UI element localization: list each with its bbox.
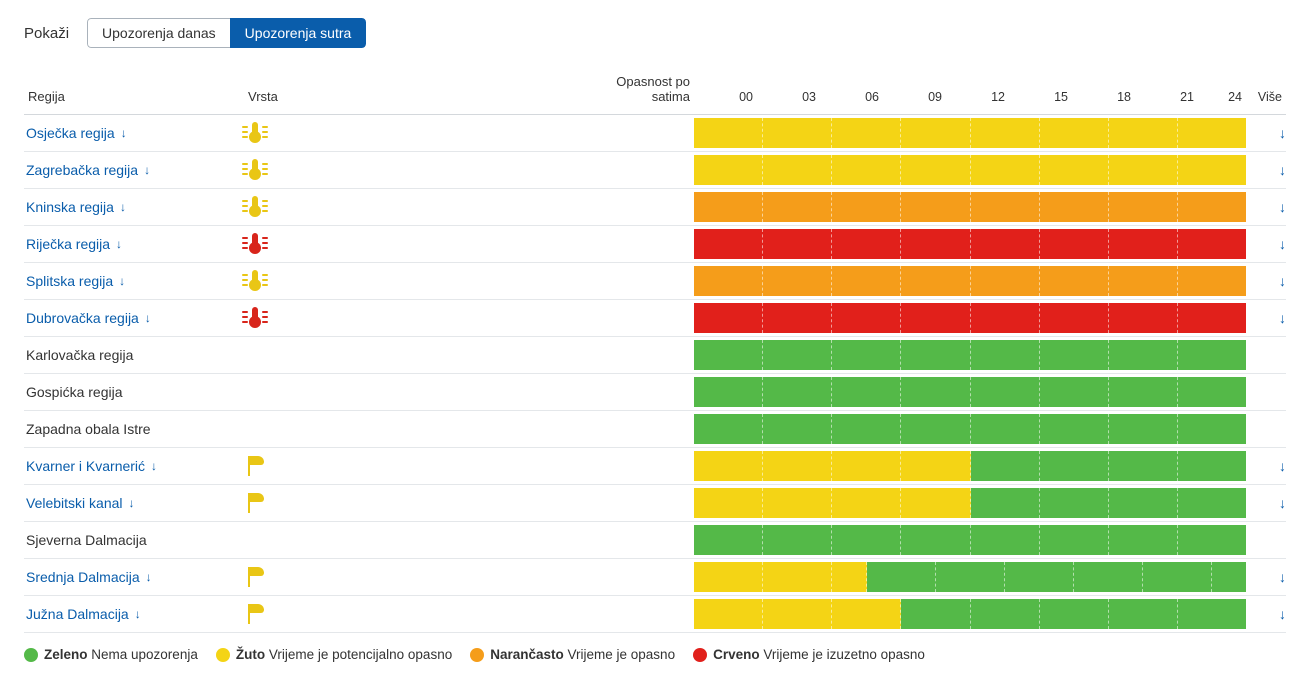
region-name[interactable]: Kvarner i Kvarnerić — [26, 458, 145, 474]
hour-bar — [694, 192, 1246, 222]
expand-icon[interactable]: ↓ — [146, 570, 152, 584]
more-arrow-icon[interactable]: ↓ — [1279, 310, 1286, 326]
region-name[interactable]: Velebitski kanal — [26, 495, 123, 511]
region-name[interactable]: Riječka regija — [26, 236, 110, 252]
region-name: Gospićka regija — [26, 384, 123, 400]
expand-icon[interactable]: ↓ — [144, 163, 150, 177]
more-arrow-icon[interactable]: ↓ — [1279, 199, 1286, 215]
region-name[interactable]: Zagrebačka regija — [26, 162, 138, 178]
hour-bar — [694, 414, 1246, 444]
wind-flag-icon — [244, 566, 266, 588]
more-arrow-icon[interactable]: ↓ — [1279, 125, 1286, 141]
wind-flag-icon — [244, 492, 266, 514]
legend-dot — [470, 648, 484, 662]
table-row: Sjeverna Dalmacija — [24, 522, 1286, 559]
table-row: Osječka regija ↓ ↓ — [24, 115, 1286, 152]
more-arrow-icon[interactable]: ↓ — [1279, 606, 1286, 622]
table-row: Riječka regija ↓ ↓ — [24, 226, 1286, 263]
expand-icon[interactable]: ↓ — [116, 237, 122, 251]
expand-icon[interactable]: ↓ — [151, 459, 157, 473]
thermometer-icon — [244, 196, 266, 218]
tab-group: Upozorenja danas Upozorenja sutra — [87, 18, 366, 48]
hour-bar — [694, 451, 1246, 481]
hour-bar — [694, 377, 1246, 407]
header-hour: 15 — [1009, 66, 1072, 115]
thermometer-icon — [244, 159, 266, 181]
more-arrow-icon[interactable]: ↓ — [1279, 458, 1286, 474]
region-name[interactable]: Splitska regija — [26, 273, 113, 289]
hour-bar — [694, 488, 1246, 518]
header-type: Vrsta — [244, 66, 574, 115]
wind-flag-icon — [244, 603, 266, 625]
region-name[interactable]: Kninska regija — [26, 199, 114, 215]
table-row: Zagrebačka regija ↓ ↓ — [24, 152, 1286, 189]
more-arrow-icon[interactable]: ↓ — [1279, 569, 1286, 585]
expand-icon[interactable]: ↓ — [135, 607, 141, 621]
tab-warnings-today[interactable]: Upozorenja danas — [87, 18, 231, 48]
region-name: Karlovačka regija — [26, 347, 133, 363]
hour-bar — [694, 118, 1246, 148]
more-arrow-icon[interactable]: ↓ — [1279, 273, 1286, 289]
header-hour: 03 — [757, 66, 820, 115]
hour-bar — [694, 525, 1246, 555]
expand-icon[interactable]: ↓ — [145, 311, 151, 325]
expand-icon[interactable]: ↓ — [119, 274, 125, 288]
more-arrow-icon[interactable]: ↓ — [1279, 162, 1286, 178]
header-hour: 21 — [1135, 66, 1198, 115]
thermometer-icon — [244, 122, 266, 144]
table-row: Dubrovačka regija ↓ ↓ — [24, 300, 1286, 337]
hour-bar — [694, 562, 1246, 592]
table-row: Južna Dalmacija ↓ ↓ — [24, 596, 1286, 633]
header-hour: 12 — [946, 66, 1009, 115]
hour-bar — [694, 303, 1246, 333]
more-arrow-icon[interactable]: ↓ — [1279, 236, 1286, 252]
hour-bar — [694, 155, 1246, 185]
header-hour: 09 — [883, 66, 946, 115]
table-row: Velebitski kanal ↓ ↓ — [24, 485, 1286, 522]
hour-bar — [694, 599, 1246, 629]
region-name[interactable]: Srednja Dalmacija — [26, 569, 140, 585]
legend-dot — [24, 648, 38, 662]
region-name: Zapadna obala Istre — [26, 421, 151, 437]
more-arrow-icon[interactable]: ↓ — [1279, 495, 1286, 511]
legend-dot — [693, 648, 707, 662]
table-row: Srednja Dalmacija ↓ ↓ — [24, 559, 1286, 596]
table-row: Zapadna obala Istre — [24, 411, 1286, 448]
tab-warnings-tomorrow[interactable]: Upozorenja sutra — [230, 18, 367, 48]
thermometer-icon — [244, 307, 266, 329]
header-hour: 18 — [1072, 66, 1135, 115]
table-row: Splitska regija ↓ ↓ — [24, 263, 1286, 300]
region-name[interactable]: Južna Dalmacija — [26, 606, 129, 622]
hour-bar — [694, 266, 1246, 296]
hour-bar — [694, 229, 1246, 259]
region-name: Sjeverna Dalmacija — [26, 532, 147, 548]
header-danger: Opasnost po satima — [574, 66, 694, 115]
region-name[interactable]: Dubrovačka regija — [26, 310, 139, 326]
header-more: Više — [1246, 66, 1286, 115]
view-toggle-bar: Pokaži Upozorenja danas Upozorenja sutra — [24, 18, 1281, 48]
header-hour: 00 — [694, 66, 757, 115]
expand-icon[interactable]: ↓ — [129, 496, 135, 510]
thermometer-icon — [244, 233, 266, 255]
table-row: Kvarner i Kvarnerić ↓ ↓ — [24, 448, 1286, 485]
expand-icon[interactable]: ↓ — [120, 200, 126, 214]
wind-flag-icon — [244, 455, 266, 477]
hour-bar — [694, 340, 1246, 370]
table-row: Karlovačka regija — [24, 337, 1286, 374]
warnings-table: Regija Vrsta Opasnost po satima 00 03 06… — [24, 66, 1286, 633]
header-region: Regija — [24, 66, 244, 115]
header-hour: 24 — [1198, 66, 1246, 115]
table-row: Gospićka regija — [24, 374, 1286, 411]
header-hour: 06 — [820, 66, 883, 115]
table-row: Kninska regija ↓ ↓ — [24, 189, 1286, 226]
legend-dot — [216, 648, 230, 662]
region-name[interactable]: Osječka regija — [26, 125, 115, 141]
show-label: Pokaži — [24, 25, 69, 42]
thermometer-icon — [244, 270, 266, 292]
expand-icon[interactable]: ↓ — [121, 126, 127, 140]
